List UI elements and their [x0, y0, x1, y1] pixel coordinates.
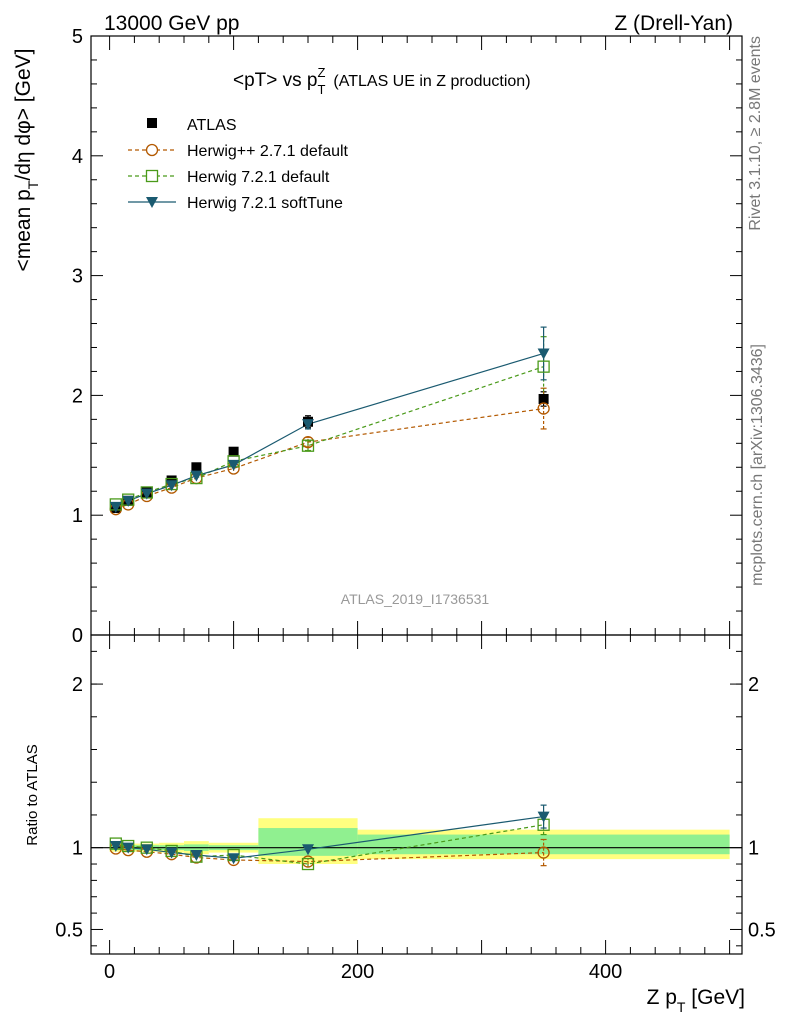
- ratio-point-herwigpp: [301, 855, 315, 868]
- main-title-sub: T: [317, 82, 325, 97]
- ratio-y-tick-label: 2: [72, 674, 83, 696]
- main-point-herwig721_softtune: [227, 459, 240, 471]
- main-y-tick-label: 4: [72, 146, 83, 168]
- main-point-herwig721_softtune: [537, 348, 550, 360]
- ratio-point-herwig721_softtune: [190, 850, 203, 862]
- main-line-herwig721_default: [115, 366, 544, 505]
- x-tick-label: 200: [341, 961, 374, 983]
- main-point-herwig721_softtune: [165, 480, 178, 492]
- ratio-point-herwig721_softtune: [227, 853, 240, 865]
- legend-entry-herwig721-softtune: Herwig 7.2.1 softTune: [128, 195, 343, 212]
- main-point-herwigpp: [301, 435, 315, 449]
- main-title-extra: (ATLAS UE in Z production): [333, 73, 530, 90]
- main-y-tick-label: 0: [72, 625, 83, 647]
- ratio-y-axis-label: Ratio to ATLAS: [24, 744, 41, 845]
- ratio-point-herwig721_default: [301, 857, 315, 871]
- ratio-y-tick-label: 1: [72, 838, 83, 860]
- ratio-y-tick-label-right: 2: [748, 674, 759, 696]
- x-label-a: Z p: [647, 986, 677, 1009]
- ratio-plot-frame: [90, 634, 743, 955]
- main-point-herwig721_softtune: [122, 495, 135, 507]
- ratio-y-ticks: 0.5 0.5 1 1 2 2: [55, 650, 776, 947]
- legend-marker-herwig721-default: [145, 169, 159, 183]
- main-point-herwig721_default: [537, 360, 550, 373]
- main-y-tick-label: 2: [72, 385, 83, 407]
- legend-entry-atlas: ATLAS: [147, 117, 237, 134]
- x-tick-label: 400: [589, 961, 622, 983]
- main-title: <pT> vs pZ T (ATLAS UE in Z production): [233, 65, 531, 97]
- main-point-herwig721_softtune: [302, 419, 314, 431]
- main-y-label-a: <mean p: [12, 189, 35, 271]
- ratio-x-ticks: 0 200 400: [104, 635, 731, 983]
- ratio-plot-panel: 0.5 0.5 1 1 2 2 0 200 400 Ratio to ATLAS Z pT […: [24, 634, 776, 1015]
- ratio-point-herwig721_softtune: [165, 847, 178, 859]
- x-label-b: [GeV]: [685, 986, 745, 1009]
- ratio-markers: [109, 811, 550, 871]
- x-axis-label: Z pT [GeV]: [647, 986, 745, 1015]
- mcplots-label: mcplots.cern.ch [arXiv:1306.3436]: [749, 344, 766, 586]
- legend-marker-atlas: [147, 118, 157, 128]
- legend-marker-herwigpp: [145, 143, 159, 157]
- main-series-lines: [115, 352, 544, 510]
- ratio-point-herwig721_softtune: [537, 811, 550, 823]
- main-line-herwig721_softtune: [115, 352, 544, 508]
- legend-marker-herwig721-softtune: [146, 197, 158, 208]
- main-point-herwig721_softtune: [190, 470, 203, 482]
- main-title-main: <pT> vs p: [233, 70, 318, 91]
- x-tick-label: 0: [104, 961, 115, 983]
- legend-label-herwigpp: Herwig++ 2.7.1 default: [187, 143, 349, 160]
- legend-label-herwig721-softtune: Herwig 7.2.1 softTune: [187, 195, 343, 212]
- ratio-y-tick-label-right: 1: [748, 838, 759, 860]
- legend-entry-herwigpp: Herwig++ 2.7.1 default: [128, 143, 349, 160]
- main-point-herwig721_softtune: [140, 488, 153, 500]
- energy-label: 13000 GeV pp: [104, 12, 239, 35]
- main-point-herwigpp: [537, 402, 550, 415]
- main-point-herwig721_softtune: [109, 501, 122, 513]
- main-point-atlas: [191, 462, 202, 473]
- main-point-atlas: [228, 446, 239, 457]
- x-label-sub: T: [677, 999, 686, 1015]
- process-label: Z (Drell-Yan): [614, 12, 733, 35]
- rivet-label: Rivet 3.1.10, ≥ 2.8M events: [747, 36, 764, 231]
- main-y-tick-label: 1: [72, 505, 83, 527]
- main-line-herwigpp: [115, 407, 544, 510]
- main-error-bars: [115, 326, 547, 511]
- ratio-y-tick-label: 0.5: [55, 919, 83, 941]
- legend-entry-herwig721-default: Herwig 7.2.1 default: [128, 169, 330, 186]
- ratio-point-herwig721_softtune: [122, 842, 135, 854]
- ratio-point-herwig721_softtune: [140, 844, 153, 856]
- ratio-point-herwig721_softtune: [302, 844, 314, 856]
- main-point-herwig721_default: [301, 439, 315, 452]
- main-y-axis-label: <mean pT/dη dφ> [GeV]: [12, 49, 41, 272]
- main-y-ticks: 0 1 2 3 4 5: [72, 26, 742, 647]
- legend-label-herwig721-default: Herwig 7.2.1 default: [187, 169, 330, 186]
- ratio-point-herwig721_softtune: [109, 841, 122, 853]
- main-markers: [109, 348, 550, 516]
- main-title-sup: Z: [318, 65, 326, 80]
- ratio-point-herwigpp: [537, 846, 550, 859]
- ratio-line-herwigpp: [115, 847, 544, 863]
- main-y-label-b: /dη dφ> [GeV]: [12, 49, 35, 181]
- ratio-y-tick-label-right: 0.5: [748, 919, 776, 941]
- legend-label-atlas: ATLAS: [187, 117, 237, 134]
- legend: ATLAS Herwig++ 2.7.1 default Herwig 7.2.…: [128, 117, 349, 212]
- main-y-tick-label: 5: [72, 26, 83, 48]
- main-y-tick-label: 3: [72, 266, 83, 288]
- main-x-ticks: [109, 36, 731, 635]
- main-point-atlas: [538, 393, 549, 404]
- main-y-label-sub: T: [25, 180, 41, 189]
- analysis-watermark: ATLAS_2019_I1736531: [341, 591, 490, 607]
